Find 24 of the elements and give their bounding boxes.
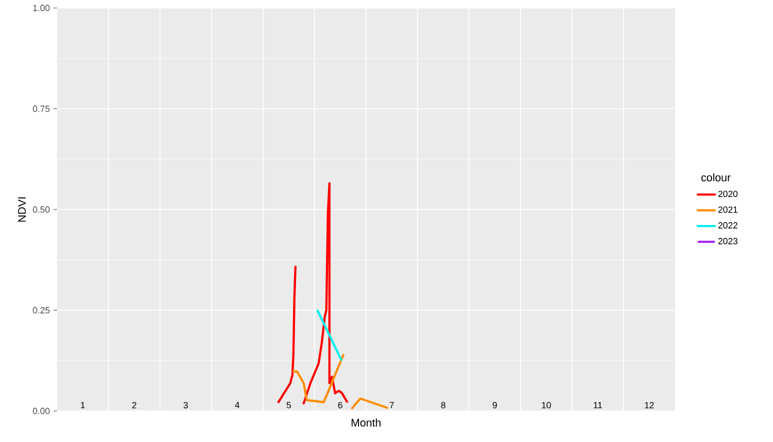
x-tick-label: 6 — [338, 402, 342, 408]
y-tick-label: 0.50 — [32, 206, 50, 213]
x-tick-label: 8 — [441, 402, 446, 408]
legend-title: colour — [701, 173, 731, 182]
legend-label: 2021 — [718, 206, 738, 213]
y-tick-label: 0.75 — [32, 106, 50, 112]
x-tick-label: 9 — [492, 402, 497, 408]
legend-label: 2023 — [718, 238, 738, 244]
x-tick-label: 2 — [132, 402, 136, 408]
x-tick-label: 11 — [594, 402, 602, 408]
y-tick-label: 1.00 — [33, 4, 50, 12]
legend-label: 2022 — [718, 222, 738, 229]
x-tick-label: 7 — [390, 402, 394, 408]
y-tick-label: 0.00 — [32, 408, 50, 414]
legend-label: 2020 — [718, 190, 738, 198]
x-tick-label: 1 — [80, 402, 85, 408]
x-tick-label: 4 — [234, 402, 240, 408]
x-axis-title: Month — [352, 418, 381, 427]
y-axis-title: NDVI — [18, 197, 26, 222]
x-tick-label: 12 — [644, 402, 654, 408]
y-tick-label: 0.25 — [32, 307, 50, 314]
x-tick-label: 10 — [542, 402, 551, 408]
x-tick-label: 5 — [286, 402, 291, 408]
x-tick-label: 3 — [184, 402, 188, 408]
